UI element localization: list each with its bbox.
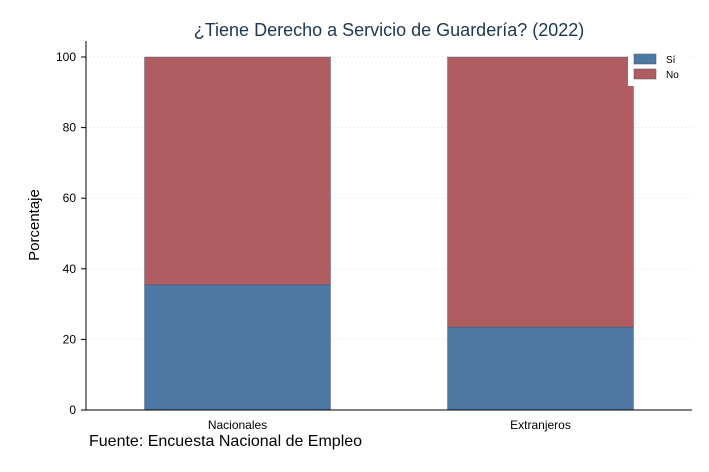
y-tick-label: 0 (69, 403, 76, 417)
x-tick-label: Extranjeros (510, 418, 571, 432)
x-tick-label: Nacionales (208, 418, 267, 432)
y-tick-label: 20 (63, 332, 77, 346)
y-axis-label: Porcentaje (26, 189, 43, 261)
bar-segment-s-extranjeros (447, 326, 634, 411)
legend-box (628, 48, 688, 86)
legend-swatch (633, 53, 657, 65)
legend-label: No (666, 70, 679, 81)
bar-segment-no-nacionales (144, 56, 331, 286)
chart-title: ¿Tiene Derecho a Servicio de Guardería? … (194, 20, 585, 40)
bars (144, 56, 634, 411)
y-tick-label: 100 (56, 50, 76, 64)
legend: Sí No (628, 48, 688, 86)
source-note: Fuente: Encuesta Nacional de Empleo (89, 433, 363, 450)
axes: 0 20 40 60 80 100 Nacionales Extranjeros (56, 41, 692, 432)
bar-segment-s-nacionales (144, 284, 331, 411)
y-tick-label: 80 (63, 121, 77, 135)
legend-swatch (633, 68, 657, 80)
y-tick-label: 40 (63, 262, 77, 276)
y-tick-label: 60 (63, 191, 77, 205)
legend-label: Sí (666, 55, 676, 66)
bar-segment-no-extranjeros (447, 56, 634, 328)
